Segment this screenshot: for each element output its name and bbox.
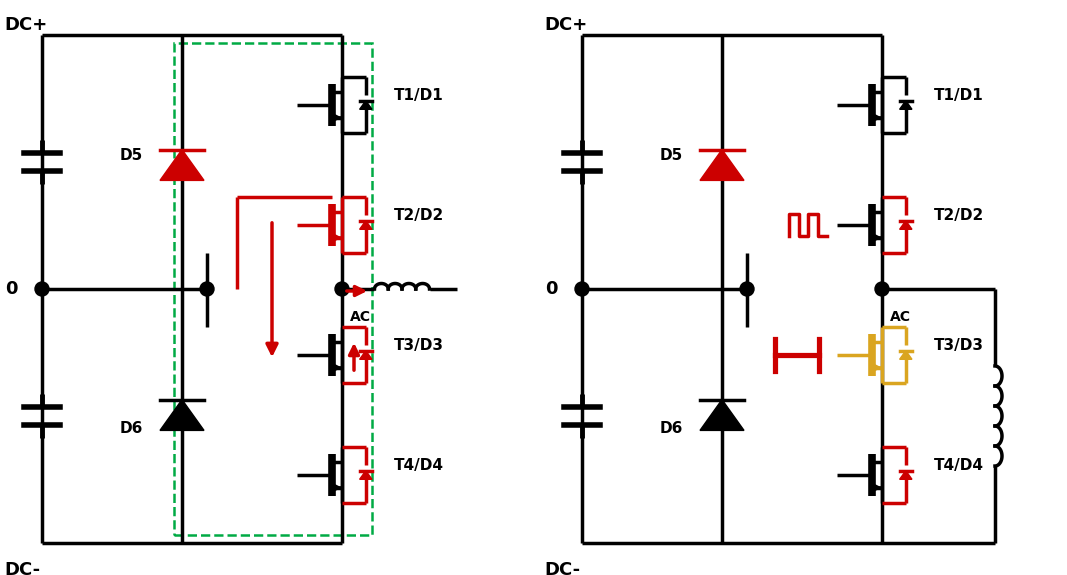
Polygon shape (160, 400, 204, 431)
Text: D5: D5 (120, 148, 143, 163)
Text: T1/D1: T1/D1 (394, 88, 444, 103)
Text: DC-: DC- (4, 561, 41, 575)
Text: T3/D3: T3/D3 (934, 338, 984, 353)
Text: T4/D4: T4/D4 (934, 458, 984, 473)
Polygon shape (700, 150, 744, 181)
Polygon shape (899, 221, 912, 229)
Text: T3/D3: T3/D3 (394, 338, 444, 353)
Text: DC+: DC+ (4, 16, 47, 34)
Text: D6: D6 (120, 421, 143, 436)
Circle shape (35, 282, 49, 296)
Text: T4/D4: T4/D4 (394, 458, 444, 473)
Text: AC: AC (350, 310, 371, 324)
Polygon shape (700, 400, 744, 431)
Text: T1/D1: T1/D1 (934, 88, 984, 103)
Polygon shape (360, 101, 372, 109)
Polygon shape (899, 101, 912, 109)
Text: D6: D6 (660, 421, 683, 436)
Circle shape (335, 282, 349, 296)
Text: AC: AC (890, 310, 911, 324)
Circle shape (200, 282, 214, 296)
Polygon shape (160, 150, 204, 181)
Polygon shape (360, 221, 372, 229)
Circle shape (740, 282, 754, 296)
Circle shape (575, 282, 589, 296)
Text: D5: D5 (660, 148, 683, 163)
Circle shape (875, 282, 889, 296)
Polygon shape (360, 471, 372, 480)
Text: 0: 0 (545, 280, 557, 298)
Polygon shape (899, 471, 912, 480)
Text: 0: 0 (5, 280, 17, 298)
Text: T2/D2: T2/D2 (394, 208, 444, 223)
Text: T2/D2: T2/D2 (934, 208, 984, 223)
Polygon shape (360, 351, 372, 359)
Polygon shape (899, 351, 912, 359)
Text: DC+: DC+ (544, 16, 587, 34)
Text: DC-: DC- (544, 561, 580, 575)
Bar (174, 43, 372, 535)
